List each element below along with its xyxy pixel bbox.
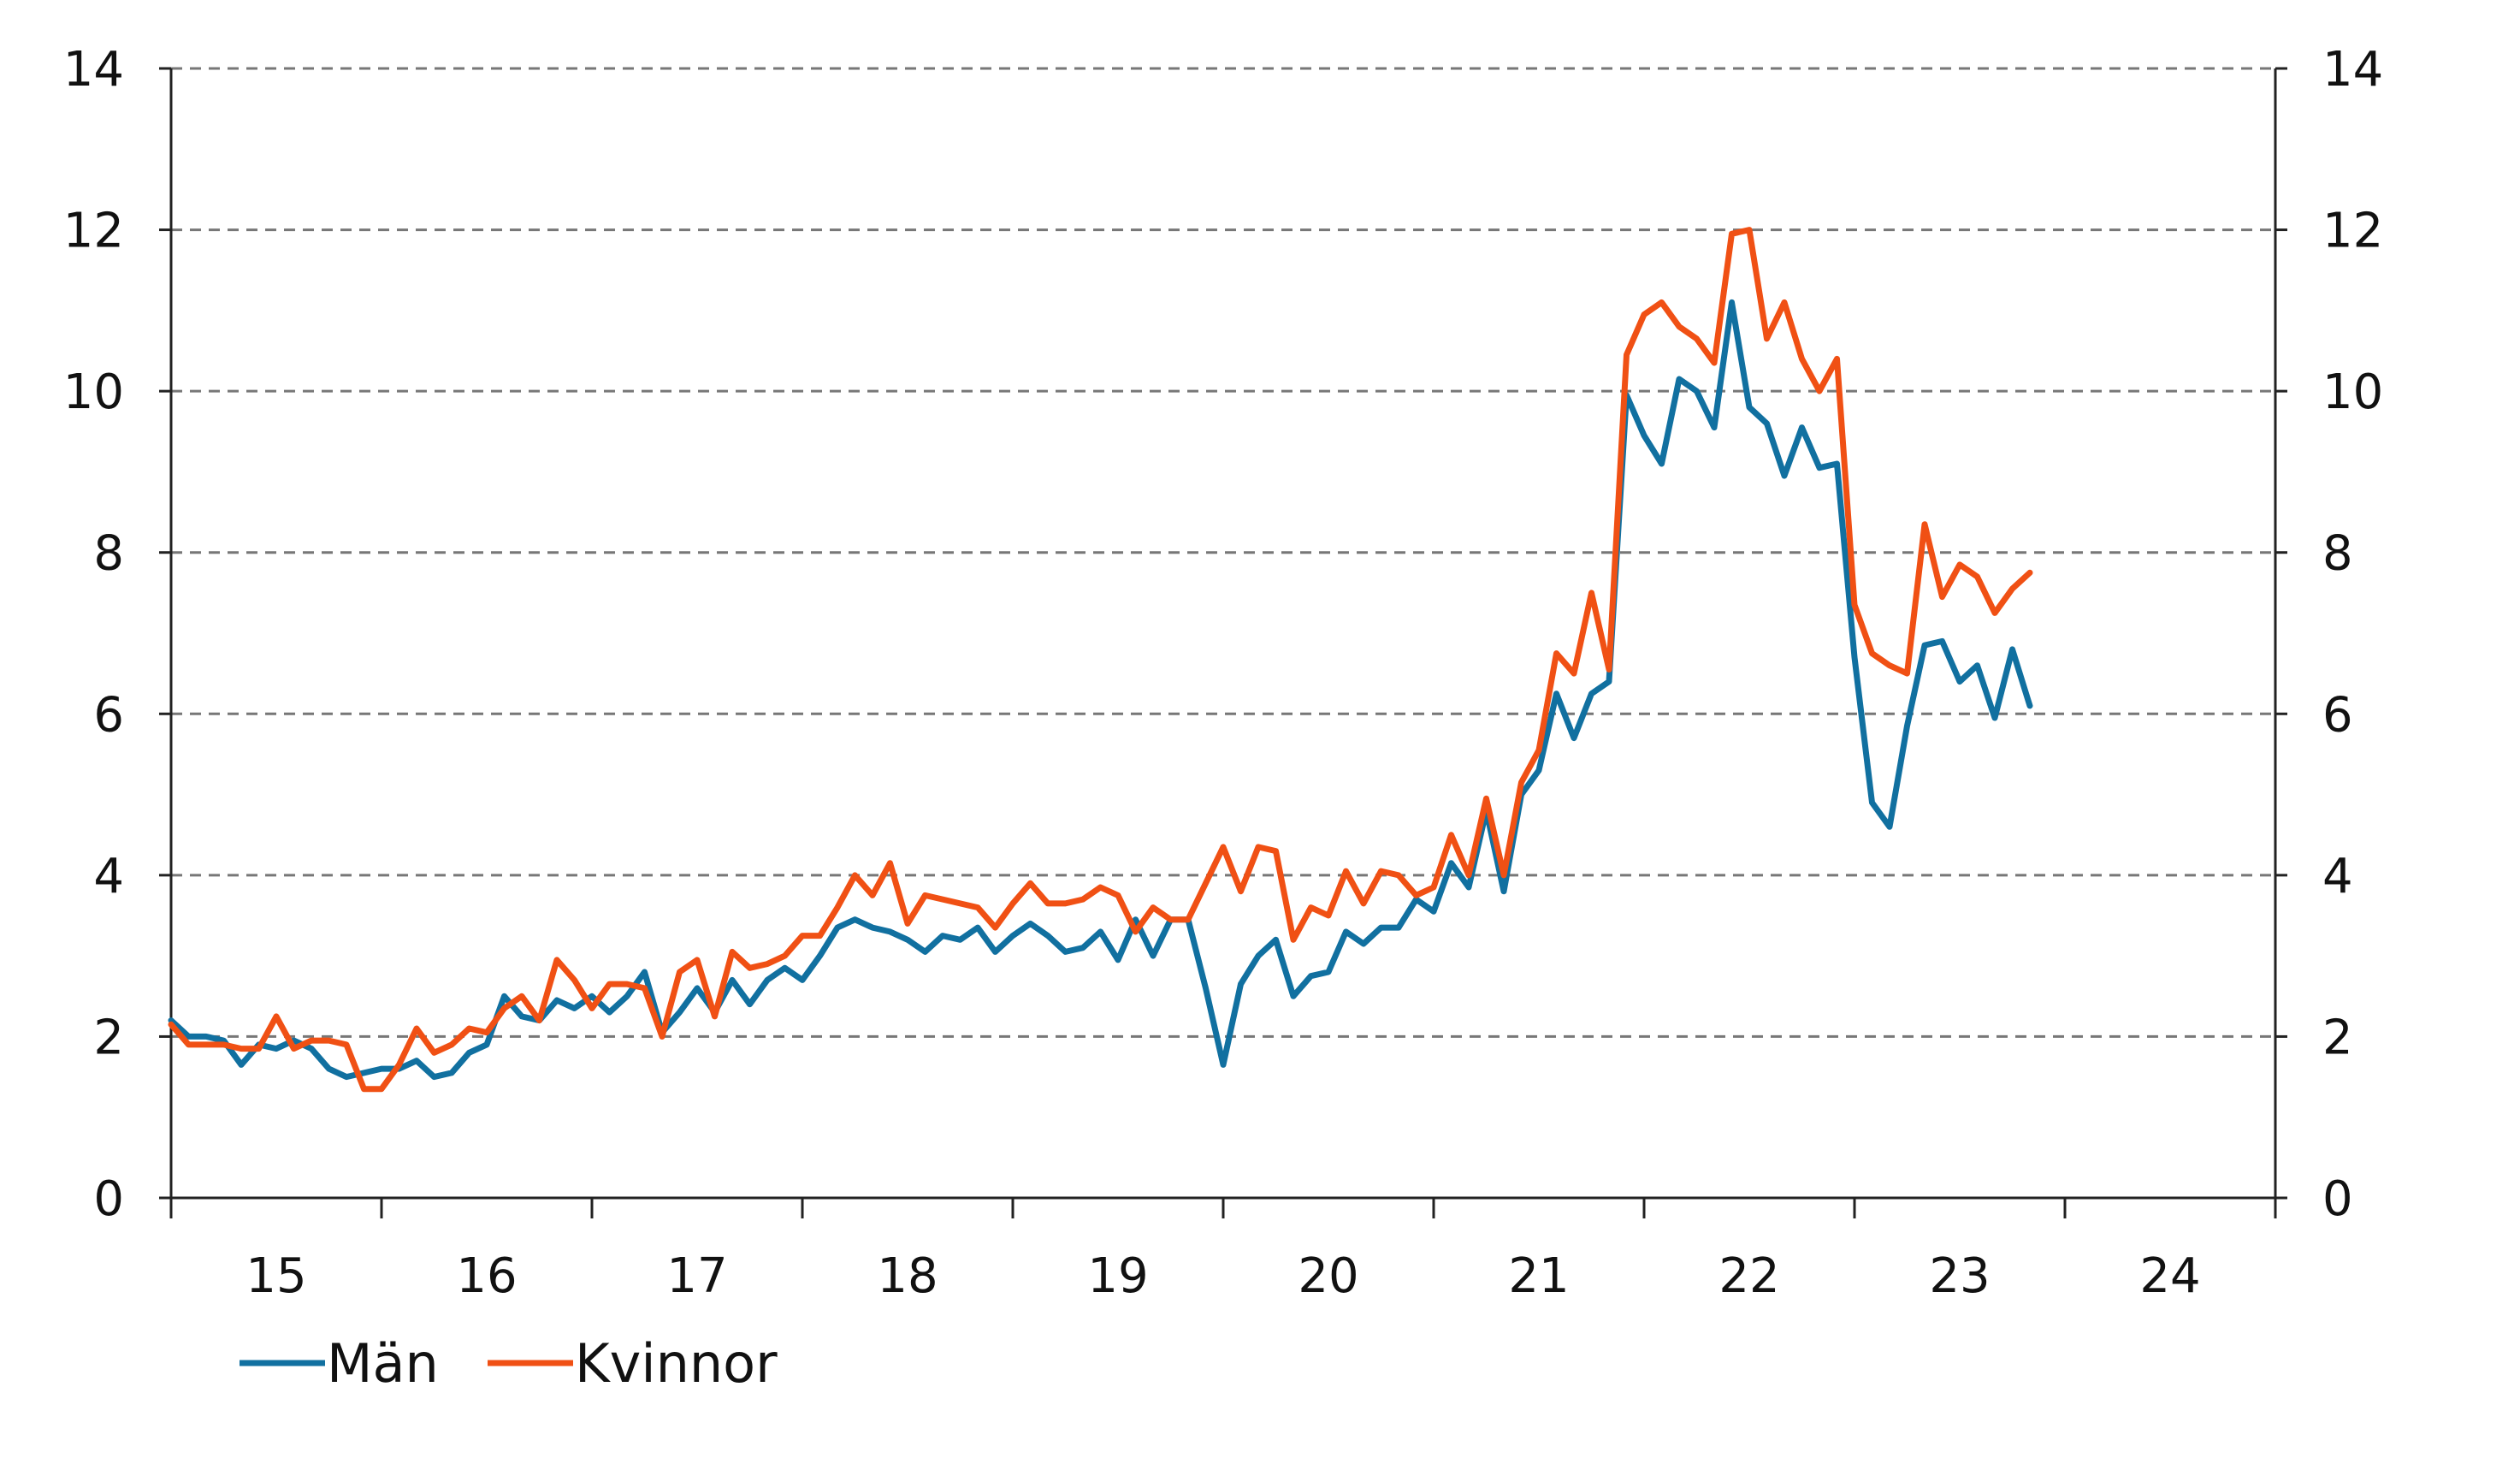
y-tick-label-left: 10 (63, 365, 124, 420)
x-tick-label: 16 (456, 1248, 517, 1304)
x-tick-label: 19 (1087, 1248, 1148, 1304)
y-tick-label-right: 14 (2322, 42, 2383, 98)
y-tick-label-left: 6 (93, 687, 124, 743)
series-line-1 (168, 227, 2033, 1093)
legend-label: Kvinnor (575, 1332, 778, 1395)
x-tick-label: 23 (1929, 1248, 1990, 1304)
x-tick-label: 21 (1508, 1248, 1569, 1304)
y-tick-label-left: 12 (63, 204, 124, 259)
y-tick-label-right: 10 (2322, 365, 2383, 420)
x-tick-label: 20 (1298, 1248, 1358, 1304)
gridlines (171, 67, 2275, 1038)
x-tick-label: 18 (877, 1248, 938, 1304)
x-tick-label: 22 (1718, 1248, 1779, 1304)
y-tick-label-right: 8 (2322, 526, 2353, 582)
y-tick-label-left: 4 (93, 849, 124, 904)
x-tick-label: 24 (2139, 1248, 2200, 1304)
y-tick-label-left: 8 (93, 526, 124, 582)
y-tick-label-left: 0 (93, 1171, 124, 1227)
y-tick-label-right: 12 (2322, 204, 2383, 259)
y-tick-label-right: 2 (2322, 1010, 2353, 1065)
series-lines (168, 227, 2033, 1093)
legend-label: Män (327, 1332, 439, 1395)
y-tick-label-right: 0 (2322, 1171, 2353, 1227)
series-line-0 (168, 299, 2033, 1081)
x-tick-label: 17 (666, 1248, 727, 1304)
y-tick-label-left: 14 (63, 42, 124, 98)
y-tick-label-right: 4 (2322, 849, 2353, 904)
y-tick-label-right: 6 (2322, 687, 2353, 743)
y-tick-label-left: 2 (93, 1010, 124, 1065)
legend: Män Kvinnor (240, 1332, 778, 1395)
x-tick-label: 15 (245, 1248, 306, 1304)
